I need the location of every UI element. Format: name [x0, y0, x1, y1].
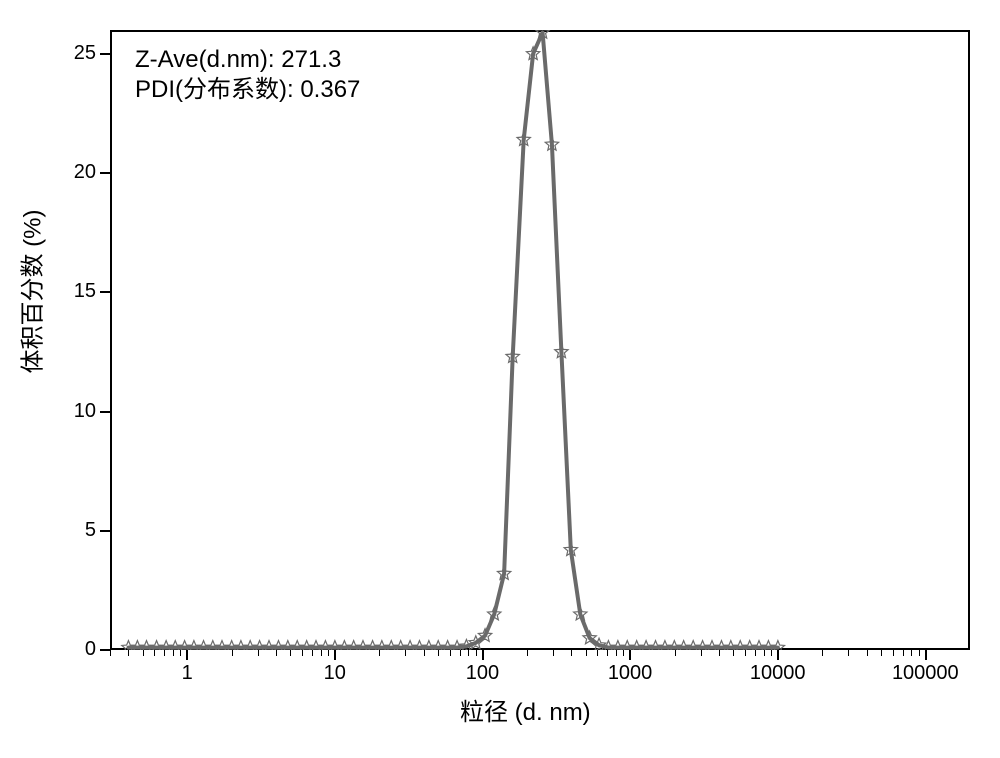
- y-tick-label: 20: [74, 161, 96, 184]
- x-tick-label: 1: [182, 662, 193, 685]
- chart-annotation: Z-Ave(d.nm): 271.3PDI(分布系数): 0.367: [135, 45, 360, 105]
- y-tick-label: 5: [85, 519, 96, 542]
- x-minor-tick: [173, 650, 174, 656]
- x-minor-tick: [164, 650, 165, 656]
- x-minor-tick: [276, 650, 277, 656]
- x-minor-tick: [745, 650, 746, 656]
- x-minor-tick: [607, 650, 608, 656]
- x-minor-tick: [719, 650, 720, 656]
- figure-container: 体积百分数 (%) 粒径 (d. nm) Z-Ave(d.nm): 271.3P…: [0, 0, 1000, 758]
- x-minor-tick: [764, 650, 765, 656]
- x-minor-tick: [553, 650, 554, 656]
- x-minor-tick: [468, 650, 469, 656]
- x-tick-label: 1000: [608, 662, 653, 685]
- x-minor-tick: [771, 650, 772, 656]
- y-tick: [100, 291, 110, 293]
- x-minor-tick: [328, 650, 329, 656]
- x-minor-tick: [438, 650, 439, 656]
- x-minor-tick: [258, 650, 259, 656]
- x-tick: [925, 650, 927, 660]
- x-minor-tick: [312, 650, 313, 656]
- x-minor-tick: [733, 650, 734, 656]
- x-minor-tick: [180, 650, 181, 656]
- x-tick-label: 100000: [892, 662, 959, 685]
- x-minor-tick: [321, 650, 322, 656]
- x-minor-tick: [623, 650, 624, 656]
- y-tick-label: 10: [74, 400, 96, 423]
- y-tick: [100, 172, 110, 174]
- chart-svg: [0, 0, 1000, 758]
- y-tick: [100, 53, 110, 55]
- y-tick: [100, 649, 110, 651]
- x-minor-tick: [460, 650, 461, 656]
- x-tick: [482, 650, 484, 660]
- y-tick: [100, 530, 110, 532]
- x-minor-tick: [290, 650, 291, 656]
- x-minor-tick: [919, 650, 920, 656]
- x-minor-tick: [867, 650, 868, 656]
- x-minor-tick: [379, 650, 380, 656]
- x-minor-tick: [154, 650, 155, 656]
- x-minor-tick: [143, 650, 144, 656]
- x-minor-tick: [586, 650, 587, 656]
- x-minor-tick: [405, 650, 406, 656]
- x-minor-tick: [903, 650, 904, 656]
- distribution-curve: [128, 32, 777, 647]
- x-minor-tick: [571, 650, 572, 656]
- x-minor-tick: [755, 650, 756, 656]
- x-tick: [629, 650, 631, 660]
- x-minor-tick: [893, 650, 894, 656]
- y-tick-label: 25: [74, 42, 96, 65]
- x-tick-label: 100: [466, 662, 499, 685]
- x-minor-tick: [450, 650, 451, 656]
- x-tick-label: 10: [324, 662, 346, 685]
- x-minor-tick: [597, 650, 598, 656]
- x-tick: [777, 650, 779, 660]
- x-minor-tick: [302, 650, 303, 656]
- y-axis-label: 体积百分数 (%): [13, 314, 48, 374]
- x-tick: [186, 650, 188, 660]
- x-minor-tick: [911, 650, 912, 656]
- x-minor-tick: [110, 650, 111, 656]
- x-minor-tick: [881, 650, 882, 656]
- x-minor-tick: [616, 650, 617, 656]
- x-minor-tick: [701, 650, 702, 656]
- x-minor-tick: [232, 650, 233, 656]
- annotation-line: Z-Ave(d.nm): 271.3: [135, 45, 360, 75]
- x-minor-tick: [424, 650, 425, 656]
- x-minor-tick: [476, 650, 477, 656]
- y-tick: [100, 411, 110, 413]
- x-minor-tick: [527, 650, 528, 656]
- x-tick-label: 10000: [750, 662, 806, 685]
- x-minor-tick: [675, 650, 676, 656]
- y-tick-label: 0: [85, 638, 96, 661]
- x-minor-tick: [848, 650, 849, 656]
- y-tick-label: 15: [74, 280, 96, 303]
- x-minor-tick: [128, 650, 129, 656]
- x-minor-tick: [822, 650, 823, 656]
- x-tick: [334, 650, 336, 660]
- annotation-line: PDI(分布系数): 0.367: [135, 75, 360, 105]
- x-axis-label: 粒径 (d. nm): [460, 692, 591, 727]
